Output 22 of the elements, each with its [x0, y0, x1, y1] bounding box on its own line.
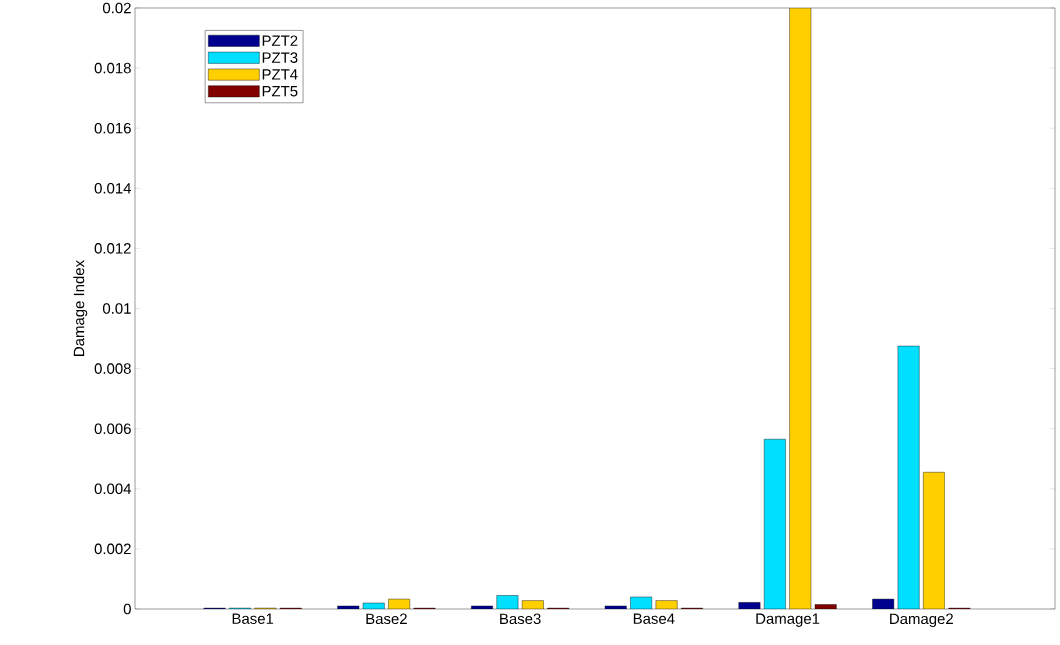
- y-axis-title: Damage Index: [73, 260, 88, 356]
- y-tick-label: 0.004: [94, 483, 132, 495]
- legend-label: PZT2: [262, 35, 298, 46]
- x-tick-label: Damage1: [756, 613, 820, 627]
- y-tick-label: 0.02: [102, 2, 131, 14]
- y-tick-label: 0.01: [102, 303, 131, 314]
- x-tick-label: Base4: [633, 613, 675, 624]
- y-tick-label: 0.012: [94, 243, 131, 254]
- x-tick-label: Base1: [232, 613, 274, 624]
- legend-label: PZT5: [262, 86, 298, 97]
- x-tick-label: Damage2: [890, 613, 953, 628]
- y-tick-label: 0.016: [94, 122, 131, 134]
- x-tick-label: Base3: [500, 613, 541, 625]
- x-tick-label: Base2: [366, 613, 407, 625]
- y-tick-label: 0.002: [94, 543, 131, 555]
- y-tick-label: 0.014: [94, 183, 132, 194]
- legend-label: PZT4: [262, 69, 298, 80]
- y-tick-label: 0: [123, 603, 131, 615]
- y-tick-label: 0.008: [94, 363, 131, 374]
- legend-label: PZT3: [262, 52, 298, 63]
- y-tick-label: 0.018: [94, 62, 131, 74]
- y-tick-label: 0.006: [94, 423, 131, 434]
